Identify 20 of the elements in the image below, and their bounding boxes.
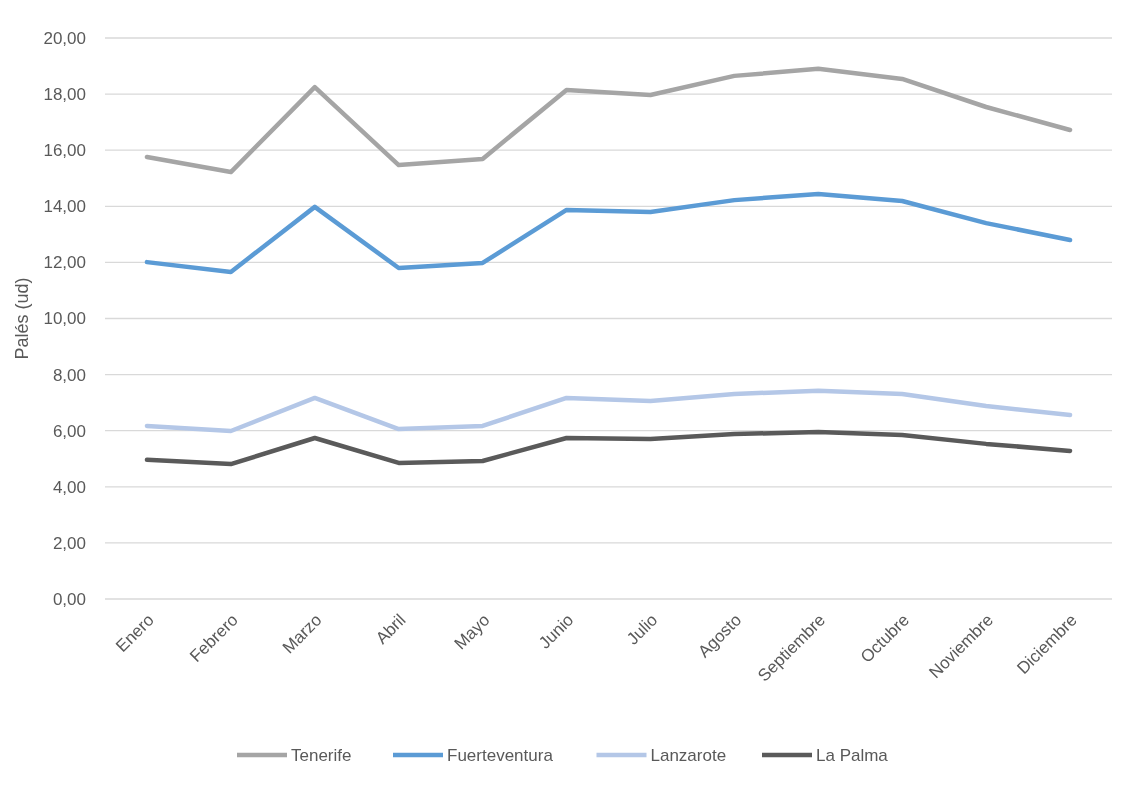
y-tick-label: 12,00	[43, 253, 86, 273]
y-tick-label: 20,00	[43, 28, 86, 48]
legend-label: Tenerife	[291, 745, 352, 765]
y-axis-title: Palés (ud)	[12, 277, 32, 360]
y-tick-label: 2,00	[52, 533, 86, 553]
y-tick-label: 18,00	[43, 85, 86, 105]
line-series	[144, 66, 1073, 175]
y-tick-label: 14,00	[43, 197, 86, 217]
legend-label: Fuerteventura	[447, 745, 554, 765]
y-tick-label: 16,00	[43, 141, 86, 161]
y-tick-label: 6,00	[52, 421, 86, 441]
legend-label: Lanzarote	[650, 745, 727, 765]
y-tick-label: 10,00	[43, 309, 86, 329]
line-series	[144, 429, 1073, 467]
y-tick-label: 0,00	[52, 589, 86, 609]
line-series	[144, 191, 1073, 275]
legend-label: La Palma	[816, 745, 889, 765]
y-tick-label: 8,00	[52, 365, 86, 385]
y-tick-label: 4,00	[52, 477, 86, 497]
line-series	[144, 388, 1073, 434]
